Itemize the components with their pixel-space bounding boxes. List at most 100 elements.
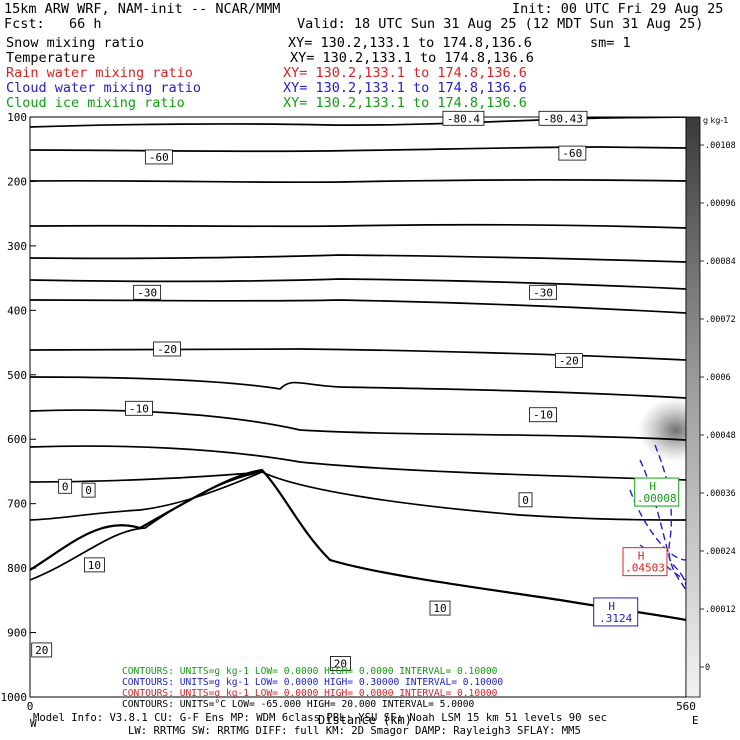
cloud-water-contour	[654, 444, 686, 591]
model-info-line1: Model Info: V3.8.1 CU: G-F Ens MP: WDM 6…	[33, 712, 607, 724]
colorbar-tick-label: .00072	[705, 315, 736, 325]
rain-max-letter: H	[638, 550, 645, 563]
isotherm-label-box	[529, 407, 557, 423]
field-name-cloud-water: Cloud water mixing ratio	[6, 80, 202, 96]
field-smoothing: sm= 1	[590, 35, 631, 51]
isotherm-label-box	[133, 284, 162, 300]
init-time: Init: 00 UTC Fri 29 Aug 25	[512, 1, 724, 17]
rain-max-box	[622, 547, 668, 577]
isotherm-label-box	[518, 492, 533, 508]
isotherm-label: -80.4	[447, 112, 480, 125]
isotherm-label-box	[558, 145, 587, 161]
isotherm-line	[30, 254, 686, 263]
temperature-contour-labels: -60 -60 -30 -30 -20 -20 -10 -10 0 0 0 10 10 20 20 -80.4…	[31, 110, 588, 671]
pressure-tick-label: 400	[7, 304, 27, 317]
summary-rain: CONTOURS: UNITS=g kg-1 LOW= 0.0000 HIGH=…	[122, 688, 498, 699]
isotherm-label: -10	[533, 409, 553, 422]
isotherm-label-box	[153, 341, 181, 357]
field-name-cloud-ice: Cloud ice mixing ratio	[6, 95, 185, 111]
distance-tick-label: 560	[676, 700, 696, 713]
isotherm-label-box	[529, 284, 557, 300]
isotherm-label-box	[31, 642, 53, 658]
cloud-ice-max-box	[634, 477, 680, 507]
isotherm-label: -60	[149, 151, 169, 164]
cloud-water-max-box	[593, 597, 639, 627]
colorbar-tick-label: .00096	[705, 199, 736, 209]
isotherm-label-box	[84, 557, 105, 573]
isotherm-label-box	[330, 656, 351, 671]
isotherm-label-box	[429, 600, 451, 616]
isotherm-label-box	[442, 110, 485, 126]
corner-west: W	[30, 717, 37, 730]
cloud-water-max-value: .3124	[599, 612, 632, 625]
pressure-tick-label: 300	[7, 240, 27, 253]
isotherm-label: 20	[334, 657, 347, 670]
isotherm-line	[30, 409, 686, 441]
isotherm-label-box	[144, 149, 173, 165]
pressure-tick-label: 600	[7, 433, 27, 446]
corner-east: E	[692, 714, 699, 727]
colorbar-ticks: .00108 .00096 .00084 .00072 .0006 .00048 .0003…	[700, 141, 736, 673]
pressure-tick-label: 900	[7, 627, 27, 640]
colorbar-tick-label: .00012	[705, 605, 736, 615]
summary-cloud-ice: CONTOURS: UNITS=g kg-1 LOW= 0.0000 HIGH=…	[122, 666, 498, 677]
isotherm-label-box	[58, 478, 73, 494]
rain-max-value: .04503	[625, 562, 665, 575]
isotherm-line	[30, 146, 686, 153]
isotherm-label: -20	[559, 355, 579, 368]
cloud-water-max-letter: H	[608, 600, 615, 613]
isotherm-label: 0	[522, 494, 529, 507]
field-name-snow: Snow mixing ratio	[6, 35, 145, 51]
model-info-line2: LW: RRTMG SW: RRTMG DIFF: full KM: 2D Sm…	[128, 725, 581, 737]
colorbar: g kg-1 .00108 .00096 .00084 .00072 .0006 .000…	[685, 116, 736, 698]
colorbar-tick-label: .00084	[705, 257, 736, 267]
pressure-tick-label: 800	[7, 562, 27, 575]
isotherm-label-box	[81, 482, 96, 498]
isotherm-label: -60	[562, 147, 582, 160]
summary-temperature: CONTOURS: UNITS=°C LOW= -65.000 HIGH= 20…	[122, 699, 475, 710]
contour-summaries: CONTOURS: UNITS=g kg-1 LOW= 0.0000 HIGH=…	[122, 666, 503, 710]
colorbar-tick-label: .00024	[705, 547, 736, 557]
colorbar-tick-label: 0	[705, 663, 710, 673]
cloud-ice-shading	[638, 398, 686, 462]
isotherm-label: -10	[129, 402, 149, 415]
field-name-rain: Rain water mixing ratio	[6, 65, 193, 81]
isotherm-label: 0	[85, 484, 92, 497]
field-xy-cloud-water: XY= 130.2,133.1 to 174.8,136.6	[283, 80, 527, 96]
valid-time: Valid: 18 UTC Sun 31 Aug 25 (12 MDT Sun …	[297, 16, 704, 32]
summary-cloud-water: CONTOURS: UNITS=g kg-1 LOW= 0.0000 HIGH=…	[122, 677, 503, 688]
plot-header: 15km ARW WRF, NAM-init -- NCAR/MMM Init:…	[0, 0, 740, 115]
cloud-ice-max-letter: H	[649, 480, 656, 493]
colorbar-tick-label: .00108	[705, 141, 736, 151]
isotherm-line	[30, 299, 686, 314]
isotherm-label: -80.43	[543, 112, 583, 125]
colorbar-tick-label: .00036	[705, 489, 736, 499]
field-xy-rain: XY= 130.2,133.1 to 174.8,136.6	[283, 65, 527, 81]
isotherm-label-box	[538, 110, 588, 126]
isotherm-label: 0	[62, 480, 69, 493]
isotherm-label: 20	[35, 644, 48, 657]
isotherm-line	[30, 471, 263, 521]
colorbar-tick-label: .0006	[705, 373, 731, 383]
isotherm-label-box	[125, 400, 153, 416]
pressure-axis: 100 200 300 400 500 600 700 800 900 1000	[1, 111, 36, 704]
model-info: Model Info: V3.8.1 CU: G-F Ens MP: WDM 6…	[30, 712, 699, 737]
pressure-tick-label: 500	[7, 369, 27, 382]
pressure-tick-label: 1000	[1, 691, 28, 704]
isotherm-label: -20	[157, 343, 177, 356]
colorbar-tick-label: .00048	[705, 431, 736, 441]
isotherm-line	[30, 179, 686, 184]
isotherm-label: 10	[433, 602, 446, 615]
field-xy-snow: XY= 130.2,133.1 to 174.8,136.6	[288, 35, 532, 51]
isotherm-label: 10	[88, 559, 101, 572]
isotherm-line	[30, 445, 686, 481]
isotherm-line	[30, 117, 686, 128]
forecast-hour: Fcst: 66 h	[4, 16, 102, 32]
cloud-ice-max-value: .00008	[637, 492, 677, 505]
colorbar-units: g kg-1	[703, 116, 728, 125]
isotherm-line	[30, 278, 686, 290]
field-name-temperature: Temperature	[6, 50, 96, 66]
isotherm-line	[30, 376, 686, 399]
